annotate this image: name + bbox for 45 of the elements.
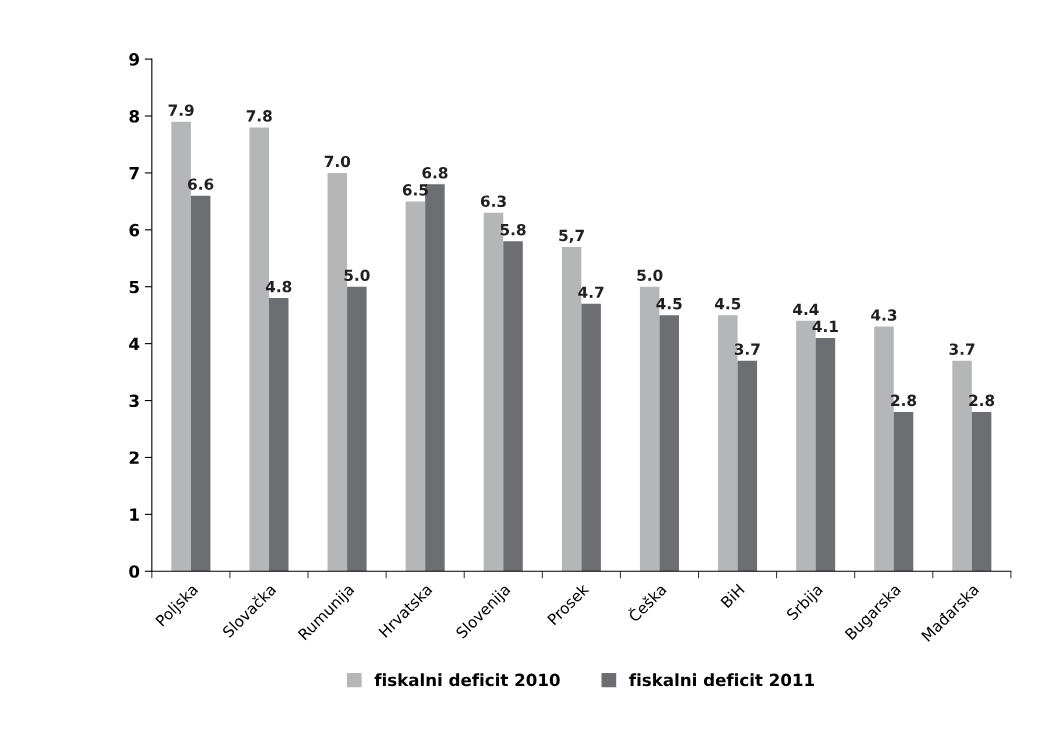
- y-tick-label: 1: [130, 508, 139, 521]
- bar: [347, 286, 367, 572]
- data-label: 7.9: [168, 104, 194, 116]
- bar: [268, 298, 289, 572]
- data-label: 6.6: [188, 178, 214, 190]
- bar: [815, 337, 836, 572]
- data-label: 7.0: [324, 155, 351, 168]
- y-tick-label: 6: [129, 223, 140, 237]
- legend-label: fiskalni deficit 2011: [629, 673, 814, 687]
- y-tick-label: 5: [129, 280, 139, 294]
- bar: [405, 201, 426, 572]
- bar: [971, 411, 992, 572]
- data-label: 2.8: [891, 394, 917, 407]
- data-label: 4.5: [714, 298, 741, 310]
- data-label: 4.7: [578, 286, 604, 298]
- data-label: 5.8: [500, 223, 526, 236]
- data-label: 3.7: [949, 343, 975, 355]
- data-label: 6.3: [480, 195, 506, 208]
- y-tick-label: 3: [129, 394, 139, 408]
- data-label: 7.8: [246, 110, 272, 122]
- y-tick-label: 9: [129, 53, 139, 66]
- bar: [659, 315, 679, 572]
- data-label: 2.8: [969, 394, 995, 407]
- bar: [581, 303, 601, 572]
- data-label: 5.0: [344, 269, 370, 281]
- legend-label: fiskalni deficit 2010: [374, 673, 560, 687]
- data-label: 6.8: [422, 167, 448, 179]
- bar: [503, 241, 523, 572]
- y-tick-label: 0: [129, 565, 140, 578]
- bar: [893, 411, 914, 572]
- data-label: 3.7: [734, 343, 760, 355]
- y-tick-label: 2: [129, 451, 139, 464]
- x-tick-label: BiH: [720, 583, 745, 609]
- y-tick-label: 7: [129, 167, 139, 180]
- data-label: 4.3: [871, 309, 897, 321]
- bar: [737, 360, 758, 572]
- data-label: 4.8: [265, 280, 292, 293]
- bar: [190, 195, 211, 572]
- data-label: 4.1: [812, 320, 838, 332]
- y-tick-label: 8: [129, 109, 139, 123]
- data-label: 5.0: [637, 269, 663, 281]
- data-label: 4.5: [656, 298, 682, 310]
- data-label: 4.4: [793, 303, 819, 315]
- data-label: 5,7: [559, 229, 584, 244]
- y-tick-label: 4: [129, 337, 140, 350]
